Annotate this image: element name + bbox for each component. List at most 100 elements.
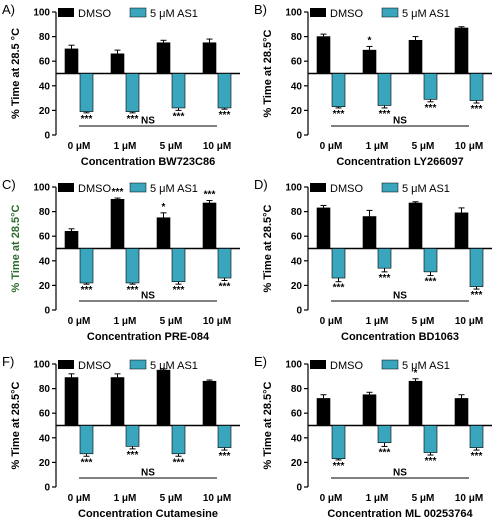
y-tick-label: 0 bbox=[44, 131, 50, 142]
x-axis-label: Concentration BD1063 bbox=[341, 331, 459, 343]
legend-label-as1: 5 μM AS1 bbox=[402, 183, 450, 195]
x-tick-label: 10 μM bbox=[455, 316, 483, 327]
x-tick-label: 10 μM bbox=[203, 493, 231, 504]
significance-mark: *** bbox=[379, 447, 391, 458]
legend-swatch-dmso bbox=[310, 8, 326, 17]
x-tick-label: 10 μM bbox=[203, 141, 231, 152]
y-axis-label: % Time at 28.5°C bbox=[262, 204, 274, 292]
legend-swatch-dmso bbox=[310, 183, 326, 192]
significance-mark: *** bbox=[112, 187, 124, 198]
bar-dmso bbox=[110, 377, 125, 426]
x-axis-label: Concentration LY266097 bbox=[336, 156, 463, 168]
bar-dmso bbox=[64, 377, 79, 426]
x-tick-label: 1 μM bbox=[366, 493, 389, 504]
y-tick-label: 40 bbox=[291, 81, 303, 92]
bar-as1 bbox=[171, 248, 186, 283]
panel-label: B) bbox=[254, 2, 267, 17]
significance-mark: *** bbox=[425, 103, 437, 114]
significance-mark: *** bbox=[219, 451, 231, 462]
ns-annotation: NS bbox=[393, 291, 407, 302]
legend-label-as1: 5 μM AS1 bbox=[150, 360, 198, 372]
bar-dmso bbox=[64, 48, 79, 74]
bar-dmso bbox=[316, 207, 331, 249]
y-tick-label: 80 bbox=[39, 32, 51, 43]
legend-swatch-dmso bbox=[58, 360, 74, 369]
y-tick-label: 100 bbox=[33, 183, 50, 194]
x-tick-label: 1 μM bbox=[114, 316, 137, 327]
ns-annotation: NS bbox=[393, 468, 407, 479]
significance-mark: *** bbox=[379, 109, 391, 120]
legend-label-dmso: DMSO bbox=[330, 8, 363, 20]
ns-annotation: NS bbox=[141, 116, 155, 127]
x-tick-label: 1 μM bbox=[114, 141, 137, 152]
bar-dmso bbox=[454, 27, 469, 74]
bar-as1 bbox=[217, 425, 232, 448]
y-axis-label: % Time at 28.5°C bbox=[262, 29, 274, 117]
significance-mark: *** bbox=[425, 277, 437, 288]
significance-mark: *** bbox=[127, 450, 139, 461]
y-tick-label: 100 bbox=[285, 183, 302, 194]
significance-mark: *** bbox=[81, 114, 93, 125]
significance-mark: *** bbox=[173, 285, 185, 296]
ns-annotation: NS bbox=[141, 291, 155, 302]
x-axis-label: Concentration Cutamesine bbox=[78, 508, 218, 520]
x-tick-label: 1 μM bbox=[114, 493, 137, 504]
x-tick-label: 1 μM bbox=[366, 316, 389, 327]
y-tick-label: 80 bbox=[39, 207, 51, 218]
bar-as1 bbox=[217, 248, 232, 279]
y-tick-label: 60 bbox=[291, 409, 303, 420]
bar-as1 bbox=[469, 73, 484, 101]
significance-mark: *** bbox=[219, 110, 231, 121]
panel-label: E) bbox=[254, 354, 267, 369]
significance-mark: * bbox=[162, 202, 166, 213]
significance-mark: * bbox=[368, 35, 372, 46]
legend-swatch-as1 bbox=[129, 182, 147, 193]
bar-as1 bbox=[79, 73, 94, 112]
bar-as1 bbox=[125, 73, 140, 112]
ns-annotation: NS bbox=[393, 116, 407, 127]
bar-dmso bbox=[316, 36, 331, 74]
bar-as1 bbox=[331, 73, 346, 108]
x-tick-label: 5 μM bbox=[412, 493, 435, 504]
x-tick-label: 10 μM bbox=[455, 493, 483, 504]
bar-dmso bbox=[454, 212, 469, 249]
x-tick-label: 5 μM bbox=[160, 141, 183, 152]
legend-swatch-dmso bbox=[58, 8, 74, 17]
bar-dmso bbox=[362, 216, 377, 249]
legend-label-dmso: DMSO bbox=[78, 8, 111, 20]
bar-dmso bbox=[362, 49, 377, 74]
y-axis-label: % Time at 28.5°C bbox=[10, 381, 22, 469]
x-tick-label: 10 μM bbox=[455, 141, 483, 152]
bar-as1 bbox=[469, 425, 484, 448]
x-tick-label: 1 μM bbox=[366, 141, 389, 152]
y-tick-label: 100 bbox=[285, 8, 302, 19]
y-tick-label: 0 bbox=[296, 483, 302, 494]
legend-swatch-dmso bbox=[58, 183, 74, 192]
bar-dmso bbox=[110, 198, 125, 249]
bar-dmso bbox=[316, 398, 331, 426]
bar-as1 bbox=[423, 248, 438, 273]
legend-label-dmso: DMSO bbox=[78, 360, 111, 372]
bar-as1 bbox=[125, 425, 140, 447]
bar-dmso bbox=[202, 202, 217, 249]
x-tick-label: 0 μM bbox=[320, 493, 343, 504]
y-tick-label: 60 bbox=[39, 57, 51, 68]
y-tick-label: 80 bbox=[39, 384, 51, 395]
significance-mark: *** bbox=[127, 285, 139, 296]
y-tick-label: 60 bbox=[291, 232, 303, 243]
bar-dmso bbox=[202, 380, 217, 426]
bar-dmso bbox=[156, 42, 171, 74]
y-tick-label: 60 bbox=[39, 232, 51, 243]
y-tick-label: 20 bbox=[291, 106, 303, 117]
legend-swatch-as1 bbox=[381, 182, 399, 193]
bar-as1 bbox=[217, 73, 232, 109]
bar-as1 bbox=[377, 425, 392, 444]
significance-mark: * bbox=[414, 368, 418, 379]
significance-mark: *** bbox=[81, 457, 93, 468]
y-tick-label: 80 bbox=[291, 32, 303, 43]
significance-mark: *** bbox=[333, 461, 345, 472]
y-tick-label: 40 bbox=[291, 256, 303, 267]
panel-label: A) bbox=[2, 2, 15, 17]
